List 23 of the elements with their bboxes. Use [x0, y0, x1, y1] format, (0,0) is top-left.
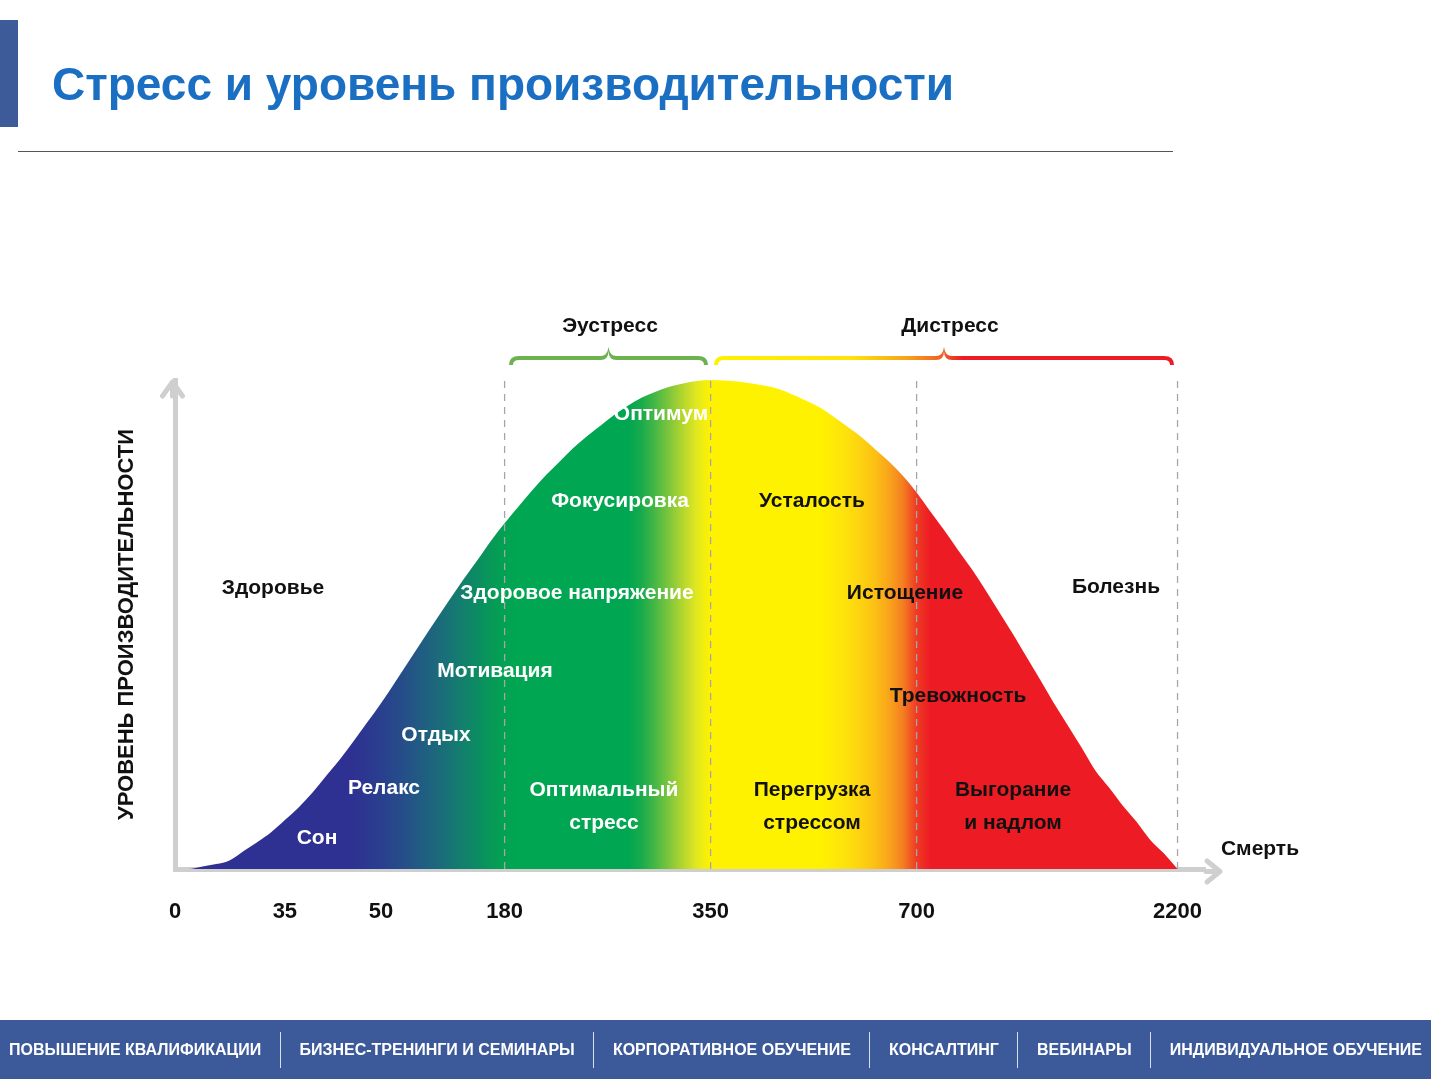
annotation: Отдых — [401, 721, 471, 745]
y-axis-title: УРОВЕНЬ ПРОИЗВОДИТЕЛЬНОСТИ — [113, 428, 139, 821]
x-tick-label: 50 — [368, 898, 394, 924]
chart-title: Стресс и уровень производительности — [52, 57, 955, 112]
annotation: Усталость — [759, 487, 866, 511]
annotation: Сон — [296, 824, 338, 848]
text: Смерть — [1220, 835, 1300, 859]
annotation: Перегрузка стрессом — [753, 776, 871, 833]
x-tick-label: 180 — [486, 898, 523, 924]
annotation: Мотивация — [437, 657, 553, 681]
annotation: Релакс — [347, 774, 421, 798]
annotation: Болезнь — [1071, 573, 1161, 597]
annotation: Выгорание и надлом — [954, 776, 1072, 833]
text: Дистресс — [901, 312, 1000, 336]
footer-strip: ПОВЫШЕНИЕ КВАЛИФИКАЦИИ БИЗНЕС-ТРЕНИНГИ И СЕМИНАРЫ КОРПОРАТИВНОЕ ОБУЧЕНИЕ КОНСАЛТИНГ ВЕБИНАРЫ ИНДИВИДУАЛЬНОЕ ОБУЧЕНИЕ — [0, 1020, 1431, 1079]
annotation: Истощение — [846, 579, 964, 603]
x-tick-label: 700 — [898, 898, 935, 924]
annotation: Здоровье — [221, 574, 325, 598]
x-tick-label: 35 — [272, 898, 298, 924]
x-tick-label: 2200 — [1153, 898, 1203, 924]
x-tick-label: 0 — [168, 898, 182, 924]
x-tick-label: 350 — [692, 898, 729, 924]
text: Эустресс — [562, 312, 659, 336]
